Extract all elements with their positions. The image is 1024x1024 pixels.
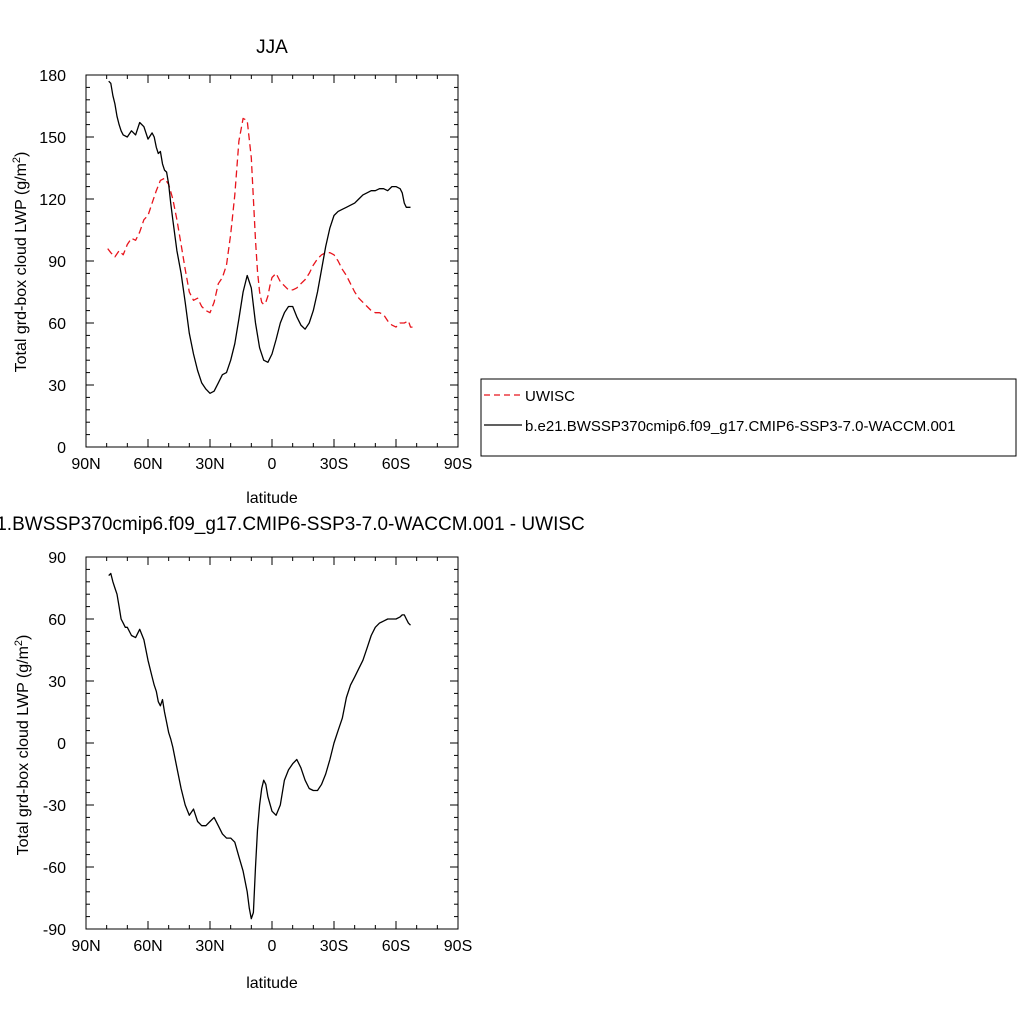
top-x-tick-label: 30N [195,456,224,473]
top-x-tick-label: 60S [382,456,410,473]
bottom-series-line-0 [108,572,411,920]
top-y-tick-label: 90 [48,254,66,271]
top-chart-title: JJA [256,37,288,58]
bottom-x-tick-label: 30S [320,938,348,955]
bottom-x-tick-label: 0 [268,938,277,955]
top-y-tick-label: 150 [39,130,66,147]
top-series-line-1 [108,80,411,394]
top-y-tick-label: 30 [48,378,66,395]
bottom-x-tick-label: 90S [444,938,472,955]
top-y-tick-label: 0 [57,440,66,457]
top-y-tick-label: 60 [48,316,66,333]
top-x-axis-label: latitude [246,490,298,507]
bottom-y-tick-label: 0 [57,736,66,753]
top-x-tick-label: 30S [320,456,348,473]
bottom-y-axis-label: Total grd-box cloud LWP (g/m2) [13,635,32,856]
bottom-x-tick-label: 60N [133,938,162,955]
bottom-chart-ticks: 90N 60N 30N 0 30S 60S 90S -90 -60 -30 0 30 60 90 [43,550,472,955]
top-x-tick-label: 90N [71,456,100,473]
bottom-y-tick-label: 60 [48,612,66,629]
bottom-chart-title: b.e21.BWSSP370cmip6.f09_g17.CMIP6-SSP3-7… [0,514,585,535]
top-x-tick-label: 0 [268,456,277,473]
top-y-tick-label: 180 [39,68,66,85]
bottom-y-tick-label: 90 [48,550,66,567]
bottom-chart: b.e21.BWSSP370cmip6.f09_g17.CMIP6-SSP3-7… [0,514,585,992]
bottom-y-tick-label: -90 [43,922,66,939]
bottom-y-tick-label: 30 [48,674,66,691]
top-chart-ticks: 90N 60N 30N 0 30S 60S 90S 0 30 60 90 120 150 180 [39,68,472,473]
top-plot-frame [85,74,459,448]
top-y-tick-label: 120 [39,192,66,209]
top-y-axis-label: Total grd-box cloud LWP (g/m2) [11,152,30,373]
legend-label-model: b.e21.BWSSP370cmip6.f09_g17.CMIP6-SSP3-7… [525,418,955,435]
legend-frame [480,378,1017,457]
top-chart-series [107,80,413,394]
bottom-chart-series [108,572,411,920]
bottom-y-tick-label: -30 [43,798,66,815]
top-chart: JJA 90N 60N 30N 0 30S 60S 90S0306090120150180 … [11,37,472,507]
bottom-plot-frame [85,556,459,930]
bottom-x-tick-label: 30N [195,938,224,955]
top-chart-legend: UWISC b.e21.BWSSP370cmip6.f09_g17.CMIP6-… [480,378,1017,457]
top-series-line-0 [107,117,413,328]
top-x-tick-label: 60N [133,456,162,473]
bottom-x-axis-label: latitude [246,975,298,992]
top-x-tick-label: 90S [444,456,472,473]
bottom-y-tick-label: -60 [43,860,66,877]
legend-label-uwisc: UWISC [525,388,575,405]
bottom-x-tick-label: 60S [382,938,410,955]
bottom-x-tick-label: 90N [71,938,100,955]
